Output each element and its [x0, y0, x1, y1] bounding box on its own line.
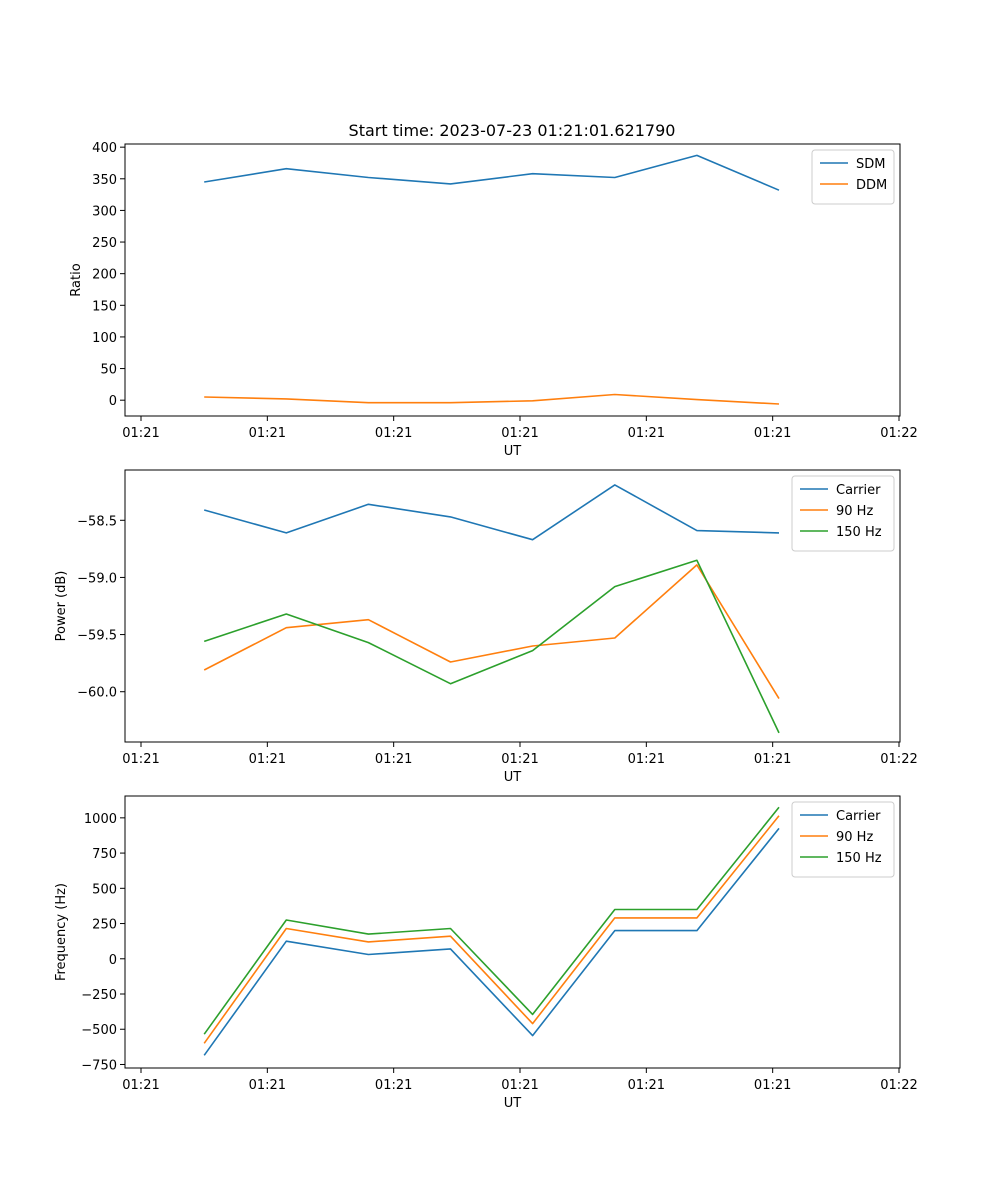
- x-tick-label: 01:21: [628, 752, 665, 767]
- y-tick-label: −58.5: [77, 514, 117, 529]
- series-line-sdm: [204, 154, 780, 191]
- y-tick-label: 1000: [84, 812, 117, 827]
- x-tick-label: 01:21: [122, 426, 159, 441]
- y-tick-label: 500: [92, 882, 117, 897]
- x-axis-label: UT: [504, 770, 522, 785]
- frequency-chart: 01:21 01:21 01:21 01:21 01:21 01:21 01:22 −750 −…: [54, 795, 918, 1111]
- x-axis-label: UT: [504, 1096, 522, 1111]
- y-tick-label: 250: [92, 918, 117, 933]
- x-tick-label: 01:22: [880, 426, 917, 441]
- series-line-carrier: [203, 484, 780, 541]
- y-tick-label: 250: [92, 236, 117, 251]
- x-tick-label: 01:22: [880, 752, 917, 767]
- axes-frame: [124, 795, 901, 1069]
- y-tick-label: −250: [81, 988, 117, 1003]
- legend-label: Carrier: [836, 809, 881, 824]
- x-tick-label: 01:21: [375, 426, 412, 441]
- series-line-ddm: [204, 393, 780, 405]
- x-tick-label: 01:21: [501, 752, 538, 767]
- legend-box: [791, 801, 895, 878]
- y-tick-label: 100: [92, 331, 117, 346]
- series-line-90-hz: [203, 815, 780, 1044]
- y-tick-label: 400: [92, 141, 117, 156]
- figure-title: Start time: 2023-07-23 01:21:01.621790: [349, 121, 676, 140]
- y-tick-label: −59.5: [77, 629, 117, 644]
- legend: Carrier 90 Hz 150 Hz: [791, 475, 895, 552]
- legend-label: SDM: [856, 157, 885, 172]
- legend-label: 90 Hz: [836, 504, 873, 519]
- x-tick-label: 01:21: [501, 1078, 538, 1093]
- x-tick-label: 01:21: [628, 1078, 665, 1093]
- legend-label: 150 Hz: [836, 525, 882, 540]
- y-axis-label: Frequency (Hz): [54, 883, 69, 981]
- y-tick-label: 200: [92, 268, 117, 283]
- y-tick-label: 0: [109, 953, 117, 968]
- y-tick-label: −500: [81, 1023, 117, 1038]
- y-tick-label: 50: [100, 363, 117, 378]
- x-tick-label: 01:21: [375, 752, 412, 767]
- x-axis-label: UT: [504, 444, 522, 459]
- legend-label: DDM: [856, 178, 887, 193]
- legend: Carrier 90 Hz 150 Hz: [791, 801, 895, 878]
- x-tick-label: 01:21: [501, 426, 538, 441]
- power-chart: 01:21 01:21 01:21 01:21 01:21 01:21 01:22 −58.5…: [54, 469, 918, 785]
- y-tick-label: 300: [92, 204, 117, 219]
- legend: SDM DDM: [811, 149, 895, 205]
- y-tick-label: −60.0: [77, 686, 117, 701]
- legend-label: 150 Hz: [836, 851, 882, 866]
- x-tick-label: 01:21: [754, 752, 791, 767]
- y-tick-label: −750: [81, 1058, 117, 1073]
- x-tick-label: 01:21: [249, 1078, 286, 1093]
- x-tick-label: 01:21: [249, 426, 286, 441]
- legend-box: [791, 475, 895, 552]
- x-tick-label: 01:22: [880, 1078, 917, 1093]
- legend-label: Carrier: [836, 483, 881, 498]
- y-axis-label: Ratio: [69, 263, 84, 296]
- series-line-150-hz: [203, 806, 780, 1035]
- axes-frame: [124, 143, 901, 417]
- x-tick-label: 01:21: [375, 1078, 412, 1093]
- x-tick-label: 01:21: [122, 752, 159, 767]
- y-tick-label: 750: [92, 847, 117, 862]
- series-line-90-hz: [203, 564, 780, 700]
- legend-label: 90 Hz: [836, 830, 873, 845]
- y-tick-label: −59.0: [77, 571, 117, 586]
- x-tick-label: 01:21: [122, 1078, 159, 1093]
- y-axis-label: Power (dB): [54, 571, 69, 642]
- y-tick-label: 150: [92, 299, 117, 314]
- series-line-150-hz: [203, 559, 780, 734]
- ratio-chart: 01:21 01:21 01:21 01:21 01:21 01:21 01:22 0 50 10…: [69, 141, 918, 459]
- y-tick-label: 0: [109, 394, 117, 409]
- x-tick-label: 01:21: [754, 1078, 791, 1093]
- x-tick-label: 01:21: [249, 752, 286, 767]
- axes-frame: [124, 469, 901, 743]
- x-tick-label: 01:21: [754, 426, 791, 441]
- y-tick-label: 350: [92, 173, 117, 188]
- series-line-carrier: [203, 827, 780, 1056]
- x-tick-label: 01:21: [628, 426, 665, 441]
